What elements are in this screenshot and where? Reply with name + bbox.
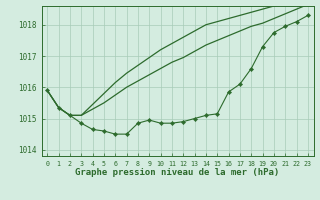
X-axis label: Graphe pression niveau de la mer (hPa): Graphe pression niveau de la mer (hPa) — [76, 168, 280, 177]
